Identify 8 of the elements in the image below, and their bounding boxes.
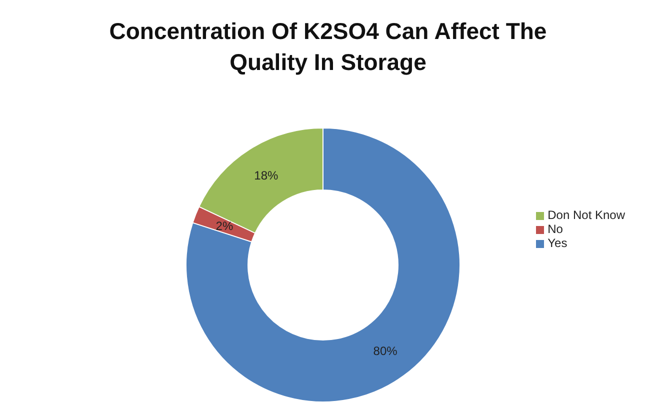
chart-title: Concentration Of K2SO4 Can Affect The Quality In Storage bbox=[108, 17, 548, 77]
data-label: 18% bbox=[254, 168, 279, 182]
donut-slice bbox=[186, 128, 460, 402]
legend-label: Don Not Know bbox=[548, 208, 625, 222]
data-label: 2% bbox=[216, 218, 234, 233]
data-label: 80% bbox=[373, 344, 398, 358]
legend-label: Yes bbox=[548, 236, 568, 250]
legend-label: No bbox=[548, 222, 563, 236]
